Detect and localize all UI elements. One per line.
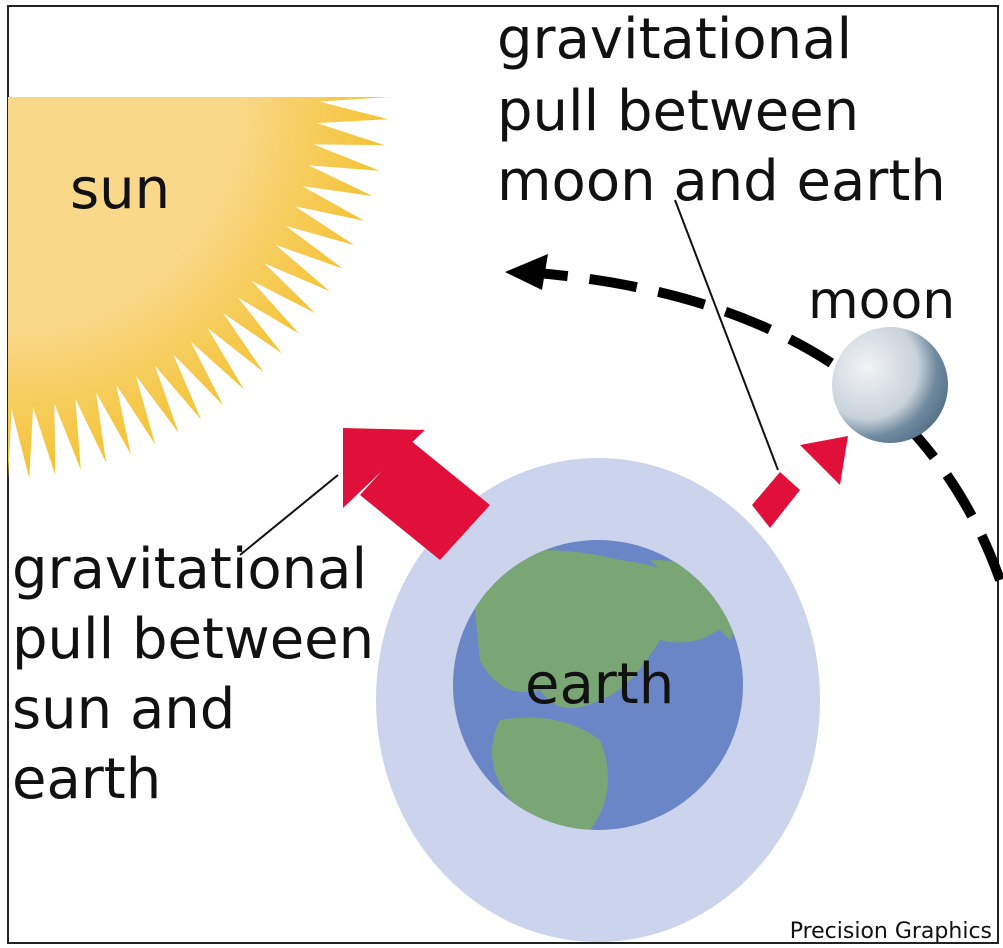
caption-line: pull between bbox=[497, 79, 859, 144]
sun-pull-head bbox=[343, 428, 425, 508]
moon-pull-head bbox=[800, 436, 848, 485]
caption-line: moon and earth bbox=[497, 149, 946, 214]
moon-shape bbox=[832, 327, 948, 443]
caption-line: pull between bbox=[12, 607, 374, 672]
moon-label: moon bbox=[808, 271, 955, 331]
moon-pull-shaft bbox=[752, 472, 800, 528]
caption-line: sun and bbox=[12, 677, 235, 742]
orbit-arrowhead bbox=[505, 254, 548, 290]
caption-line: earth bbox=[12, 747, 161, 812]
earth-label: earth bbox=[525, 652, 674, 717]
credit: Precision Graphics bbox=[790, 919, 992, 944]
sun-label: sun bbox=[70, 157, 170, 222]
sun-shape bbox=[8, 97, 390, 480]
caption-line: gravitational bbox=[497, 7, 852, 72]
leader-line bbox=[239, 474, 339, 556]
sun-pull-shaft bbox=[360, 440, 490, 560]
caption-line: gravitational bbox=[12, 537, 367, 602]
continents bbox=[470, 550, 743, 830]
leader-line bbox=[674, 199, 779, 471]
orbit bbox=[524, 267, 1003, 582]
